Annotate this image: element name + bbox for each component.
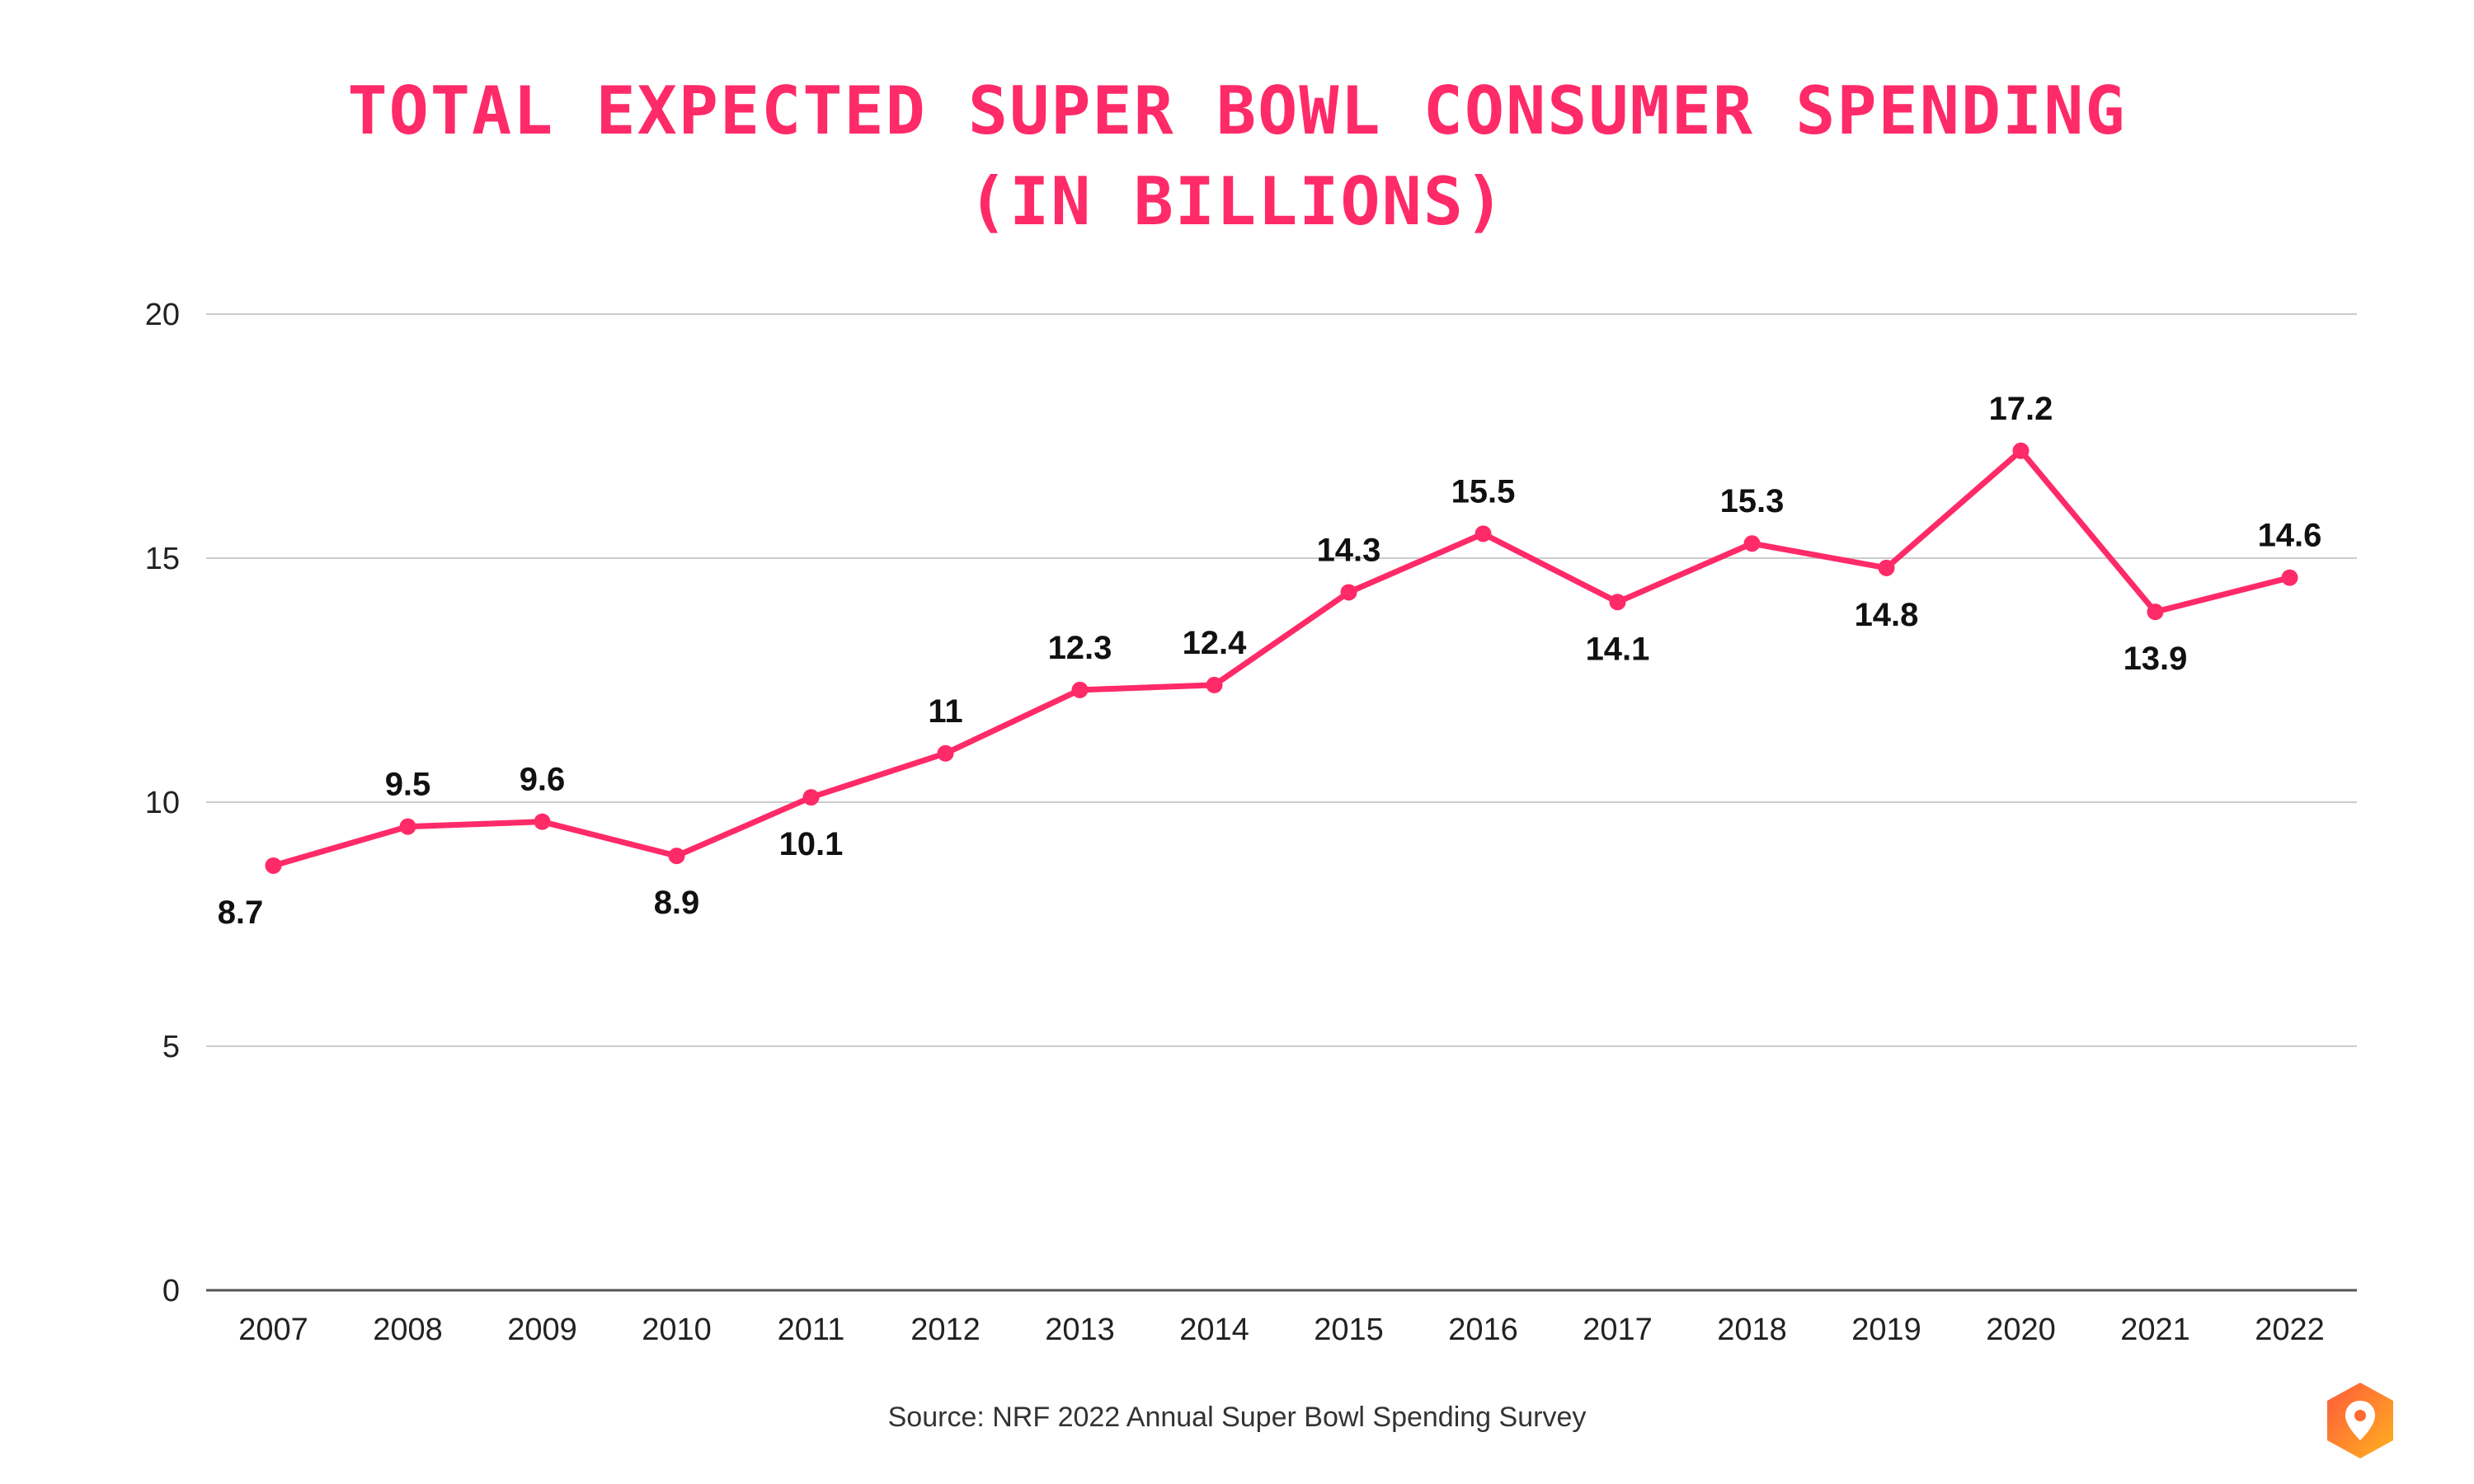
data-label: 15.5 xyxy=(1451,473,1516,510)
data-label: 11 xyxy=(928,693,962,730)
x-tick-label: 2007 xyxy=(238,1313,308,1347)
data-label: 15.3 xyxy=(1720,483,1785,519)
chart-title: TOTAL EXPECTED SUPER BOWL CONSUMER SPEND… xyxy=(0,66,2474,247)
data-point xyxy=(1340,584,1357,601)
data-label: 12.3 xyxy=(1048,630,1112,666)
y-tick-label: 0 xyxy=(162,1274,180,1308)
x-tick-label: 2019 xyxy=(1851,1313,1921,1347)
data-point xyxy=(1743,535,1761,552)
data-label: 14.1 xyxy=(1586,631,1650,667)
x-tick-label: 2011 xyxy=(778,1313,845,1347)
x-tick-label: 2022 xyxy=(2255,1313,2325,1347)
data-label: 17.2 xyxy=(1989,391,2053,427)
y-tick-label: 15 xyxy=(145,542,180,576)
chart-title-line-2: (IN BILLIONS) xyxy=(967,163,1507,240)
data-point xyxy=(2281,569,2298,586)
x-tick-label: 2015 xyxy=(1314,1313,1384,1347)
chart-title-line-1: TOTAL EXPECTED SUPER BOWL CONSUMER SPEND… xyxy=(347,73,2127,149)
data-point xyxy=(937,744,954,762)
source-note: Source: NRF 2022 Annual Super Bowl Spend… xyxy=(887,1402,1587,1433)
x-tick-label: 2009 xyxy=(507,1313,577,1347)
data-label: 9.5 xyxy=(385,767,431,803)
x-tick-label: 2017 xyxy=(1583,1313,1653,1347)
data-label: 8.9 xyxy=(654,885,700,921)
x-tick-label: 2010 xyxy=(642,1313,712,1347)
data-point xyxy=(1475,525,1492,542)
data-point xyxy=(534,813,551,830)
x-tick-label: 2008 xyxy=(373,1313,443,1347)
location-pin-hexagon-icon xyxy=(2327,1383,2393,1458)
data-point xyxy=(1071,681,1089,698)
data-label: 9.6 xyxy=(520,762,566,798)
data-point xyxy=(2012,442,2030,459)
data-label: 14.6 xyxy=(2258,518,2322,554)
data-point xyxy=(1878,559,1895,576)
data-label: 12.4 xyxy=(1183,625,1248,661)
data-point xyxy=(1609,594,1626,611)
data-point xyxy=(399,818,416,835)
series-line xyxy=(270,448,2293,869)
data-label: 14.8 xyxy=(1855,597,1919,633)
data-point xyxy=(2147,603,2164,621)
data-label: 14.3 xyxy=(1317,532,1381,568)
data-label: 10.1 xyxy=(779,826,844,862)
x-tick-label: 2018 xyxy=(1717,1313,1787,1347)
data-point xyxy=(802,789,820,806)
data-label: 8.7 xyxy=(218,895,264,931)
x-tick-label: 2012 xyxy=(910,1313,981,1347)
x-tick-label: 2014 xyxy=(1179,1313,1249,1347)
y-tick-label: 5 xyxy=(162,1030,180,1064)
y-tick-label: 20 xyxy=(145,298,180,332)
data-point xyxy=(1206,676,1223,693)
x-tick-label: 2016 xyxy=(1448,1313,1518,1347)
data-point xyxy=(265,857,282,874)
x-tick-label: 2013 xyxy=(1045,1313,1115,1347)
data-label: 13.9 xyxy=(2124,641,2188,677)
y-tick-label: 10 xyxy=(145,786,180,820)
data-point xyxy=(668,848,685,865)
x-tick-label: 2021 xyxy=(2120,1313,2190,1347)
x-tick-label: 2020 xyxy=(1986,1313,2056,1347)
